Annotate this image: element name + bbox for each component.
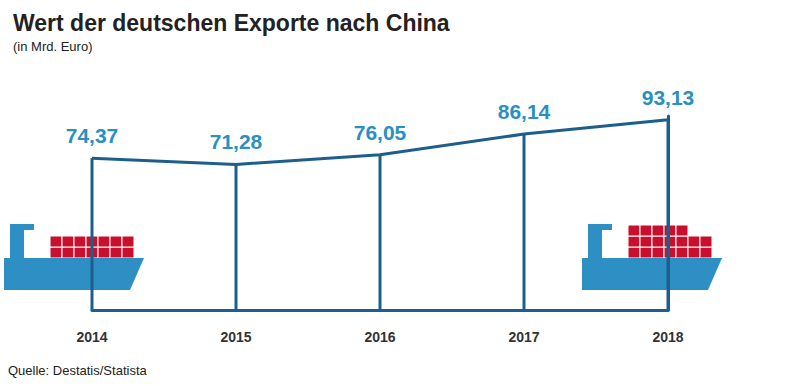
svg-text:74,37: 74,37	[66, 124, 119, 147]
svg-text:2017: 2017	[508, 329, 539, 345]
svg-text:Wert der deutschen Exporte nac: Wert der deutschen Exporte nach China	[13, 10, 450, 36]
svg-text:(in Mrd. Euro): (in Mrd. Euro)	[13, 39, 92, 54]
svg-text:2018: 2018	[652, 329, 683, 345]
svg-text:2016: 2016	[364, 329, 395, 345]
svg-text:2015: 2015	[220, 329, 251, 345]
svg-text:86,14: 86,14	[498, 100, 551, 123]
svg-text:93,13: 93,13	[642, 86, 695, 109]
svg-text:76,05: 76,05	[354, 121, 407, 144]
svg-text:71,28: 71,28	[210, 130, 263, 153]
svg-text:Quelle: Destatis/Statista: Quelle: Destatis/Statista	[8, 363, 147, 378]
svg-text:2014: 2014	[76, 329, 107, 345]
